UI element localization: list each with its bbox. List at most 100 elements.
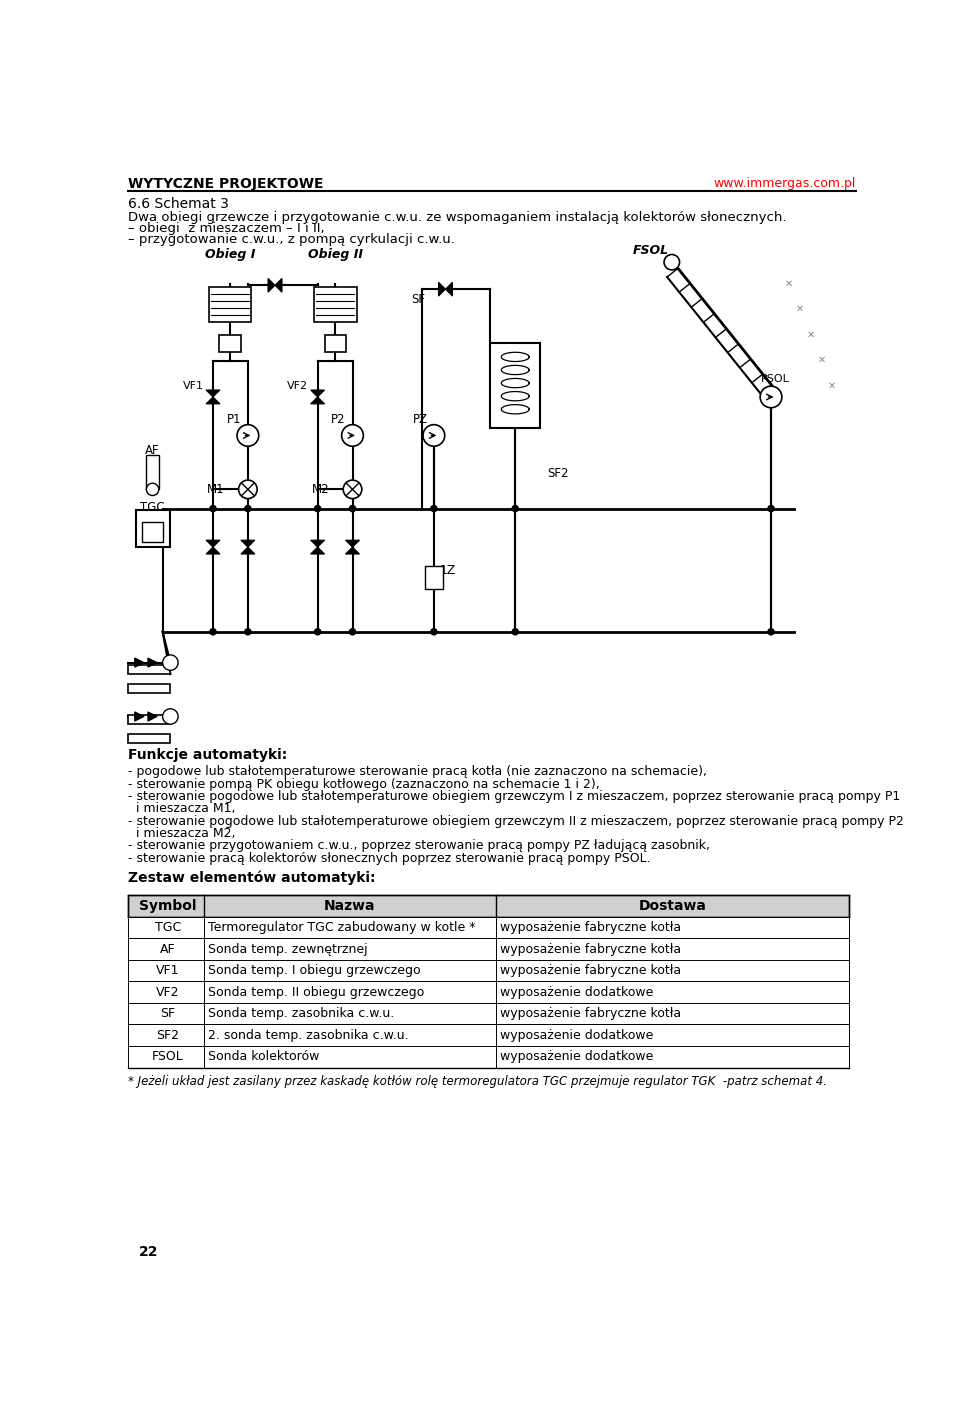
Circle shape bbox=[210, 505, 216, 512]
Circle shape bbox=[342, 424, 363, 446]
Polygon shape bbox=[275, 279, 282, 293]
Text: Termoregulator TGC zabudowany w kotle *: Termoregulator TGC zabudowany w kotle * bbox=[207, 921, 475, 934]
Bar bbox=[128, 665, 170, 674]
Bar bbox=[128, 982, 849, 1003]
Polygon shape bbox=[311, 398, 324, 403]
Bar bbox=[490, 342, 540, 427]
Circle shape bbox=[431, 628, 437, 635]
Text: TGC: TGC bbox=[155, 921, 180, 934]
Circle shape bbox=[245, 628, 251, 635]
Text: Sonda temp. I obiegu grzewczego: Sonda temp. I obiegu grzewczego bbox=[207, 964, 420, 978]
Bar bbox=[146, 454, 158, 490]
Bar bbox=[128, 959, 849, 982]
Text: M2: M2 bbox=[312, 483, 329, 495]
Text: wyposażenie dodatkowe: wyposażenie dodatkowe bbox=[500, 1029, 653, 1041]
Text: wyposażenie dodatkowe: wyposażenie dodatkowe bbox=[500, 1050, 653, 1063]
Bar bbox=[314, 287, 357, 321]
Circle shape bbox=[344, 480, 362, 498]
Text: P2: P2 bbox=[331, 413, 346, 426]
Bar bbox=[128, 896, 849, 917]
Polygon shape bbox=[241, 548, 254, 555]
Text: Nazwa: Nazwa bbox=[324, 899, 375, 913]
Text: - pogodowe lub stałotemperaturowe sterowanie pracą kotła (nie zaznaczono na sche: - pogodowe lub stałotemperaturowe sterow… bbox=[128, 766, 707, 778]
Text: - sterowanie przygotowaniem c.w.u., poprzez sterowanie pracą pompy PZ ładującą z: - sterowanie przygotowaniem c.w.u., popr… bbox=[128, 839, 709, 852]
Text: AF: AF bbox=[160, 942, 176, 955]
Text: Sonda temp. zasobnika c.w.u.: Sonda temp. zasobnika c.w.u. bbox=[207, 1007, 394, 1020]
Text: ✕: ✕ bbox=[828, 381, 836, 391]
Text: PSOL: PSOL bbox=[760, 374, 789, 383]
Polygon shape bbox=[134, 712, 144, 722]
Text: AF: AF bbox=[145, 444, 160, 457]
Text: * Jeżeli układ jest zasilany przez kaskadę kotłów rolę termoregulatora TGC przej: * Jeżeli układ jest zasilany przez kaska… bbox=[128, 1075, 827, 1088]
Text: wyposażenie dodatkowe: wyposażenie dodatkowe bbox=[500, 986, 653, 999]
Text: www.immergas.com.pl: www.immergas.com.pl bbox=[714, 177, 856, 190]
Bar bbox=[128, 938, 849, 959]
Text: wyposażenie fabryczne kotła: wyposażenie fabryczne kotła bbox=[500, 921, 681, 934]
Bar bbox=[142, 522, 163, 542]
Text: Obieg II: Obieg II bbox=[308, 248, 363, 260]
Text: wyposażenie fabryczne kotła: wyposażenie fabryczne kotła bbox=[500, 964, 681, 978]
Text: Funkcje automatyki:: Funkcje automatyki: bbox=[128, 749, 287, 763]
Circle shape bbox=[315, 505, 321, 512]
Text: - sterowanie pompą PK obiegu kotłowego (zaznaczono na schemacie 1 i 2),: - sterowanie pompą PK obiegu kotłowego (… bbox=[128, 778, 599, 791]
Circle shape bbox=[512, 628, 518, 635]
Bar bbox=[128, 715, 170, 724]
Text: Obieg I: Obieg I bbox=[204, 248, 255, 260]
Circle shape bbox=[210, 628, 216, 635]
Text: wyposażenie fabryczne kotła: wyposażenie fabryczne kotła bbox=[500, 1007, 681, 1020]
Bar bbox=[128, 734, 170, 743]
Text: VF2: VF2 bbox=[156, 986, 180, 999]
Bar bbox=[208, 287, 252, 321]
Bar bbox=[219, 334, 241, 351]
Polygon shape bbox=[346, 541, 359, 548]
Circle shape bbox=[237, 424, 259, 446]
Polygon shape bbox=[206, 398, 220, 403]
Text: VF1: VF1 bbox=[156, 964, 180, 978]
Bar bbox=[135, 511, 170, 548]
Text: – przygotowanie c.w.u., z pompą cyrkulacji c.w.u.: – przygotowanie c.w.u., z pompą cyrkulac… bbox=[128, 232, 455, 246]
Polygon shape bbox=[268, 279, 275, 293]
Circle shape bbox=[349, 505, 355, 512]
Text: - sterowanie pogodowe lub stałotemperaturowe obiegiem grzewczym II z mieszaczem,: - sterowanie pogodowe lub stałotemperatu… bbox=[128, 815, 903, 828]
Polygon shape bbox=[311, 541, 324, 548]
Text: WYTYCZNE PROJEKTOWE: WYTYCZNE PROJEKTOWE bbox=[128, 177, 324, 191]
Circle shape bbox=[315, 628, 321, 635]
Circle shape bbox=[664, 255, 680, 270]
Polygon shape bbox=[134, 658, 144, 668]
Polygon shape bbox=[206, 548, 220, 555]
Text: 6.6 Schemat 3: 6.6 Schemat 3 bbox=[128, 198, 228, 211]
Text: FSOL: FSOL bbox=[633, 245, 669, 258]
Circle shape bbox=[162, 709, 179, 724]
Circle shape bbox=[245, 505, 251, 512]
Text: SF: SF bbox=[160, 1007, 176, 1020]
Text: ✕: ✕ bbox=[796, 304, 804, 314]
Polygon shape bbox=[206, 391, 220, 398]
Text: ✕: ✕ bbox=[817, 355, 826, 365]
Text: wyposażenie fabryczne kotła: wyposażenie fabryczne kotła bbox=[500, 942, 681, 955]
Text: - sterowanie pracą kolektorów słonecznych poprzez sterowanie pracą pompy PSOL.: - sterowanie pracą kolektorów słonecznyc… bbox=[128, 852, 650, 865]
Text: TGC: TGC bbox=[140, 501, 165, 514]
Text: Symbol: Symbol bbox=[139, 899, 197, 913]
Polygon shape bbox=[439, 282, 445, 296]
Text: – obiegi  z mieszaczem – I i II,: – obiegi z mieszaczem – I i II, bbox=[128, 222, 324, 235]
Circle shape bbox=[768, 628, 774, 635]
Text: 1Z: 1Z bbox=[440, 563, 456, 577]
Text: 22: 22 bbox=[139, 1245, 158, 1259]
Circle shape bbox=[760, 386, 781, 408]
Circle shape bbox=[768, 505, 774, 512]
Text: Sonda kolektorów: Sonda kolektorów bbox=[207, 1050, 319, 1063]
Polygon shape bbox=[206, 541, 220, 548]
Circle shape bbox=[349, 628, 355, 635]
Polygon shape bbox=[241, 541, 254, 548]
Bar bbox=[424, 566, 444, 590]
Text: VF1: VF1 bbox=[182, 381, 204, 391]
Text: Zestaw elementów automatyki:: Zestaw elementów automatyki: bbox=[128, 872, 375, 886]
Text: FSOL: FSOL bbox=[152, 1050, 183, 1063]
Polygon shape bbox=[148, 658, 157, 668]
Text: ✕: ✕ bbox=[784, 279, 793, 289]
Bar bbox=[128, 1024, 849, 1046]
Circle shape bbox=[512, 505, 518, 512]
Bar bbox=[128, 1003, 849, 1024]
Polygon shape bbox=[311, 548, 324, 555]
Text: VF2: VF2 bbox=[287, 381, 308, 391]
